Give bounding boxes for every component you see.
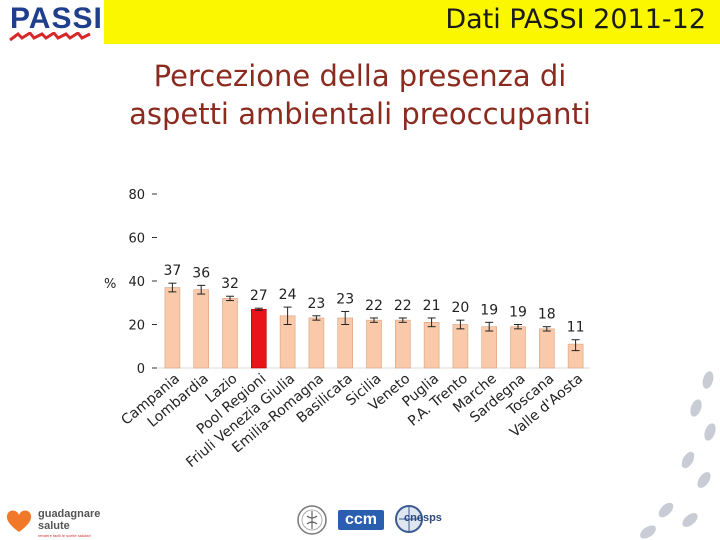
bar — [394, 319, 411, 369]
bar — [452, 324, 469, 369]
istituto-superiore-sanita-seal-icon — [297, 505, 327, 535]
data-label: 23 — [336, 291, 354, 307]
data-label: 19 — [509, 305, 527, 321]
y-tick-label: 40 — [128, 275, 145, 290]
passi-logo-footprints-icon — [9, 32, 91, 42]
data-label: 23 — [307, 296, 325, 312]
bar — [538, 328, 555, 369]
bar — [366, 319, 382, 369]
guadagnare-text: guadagnare — [38, 508, 101, 520]
slide-title-line-2: aspetti ambientali preoccupanti — [129, 97, 591, 131]
ccm-logo: ccm — [338, 510, 384, 530]
bar — [308, 317, 325, 369]
passi-logo-text: PASSI — [10, 2, 103, 35]
heart-icon — [6, 510, 32, 532]
y-tick-label: 20 — [128, 319, 145, 334]
data-label: 18 — [538, 307, 556, 323]
data-label: 19 — [480, 302, 498, 318]
data-label: 37 — [163, 263, 181, 279]
guadagnare-salute-logo: guadagnare salute rendere facili le scel… — [4, 500, 124, 540]
bar — [337, 317, 354, 369]
y-axis-label: % — [104, 277, 116, 292]
data-label: 36 — [192, 265, 210, 281]
bar — [481, 326, 498, 369]
header-title: Dati PASSI 2011-12 — [445, 4, 706, 35]
header-bar: Dati PASSI 2011-12 — [104, 0, 720, 44]
bar — [222, 298, 238, 369]
bar — [164, 287, 181, 369]
data-label: 27 — [250, 288, 268, 304]
guadagnare-tagline: rendere facili le scelte salutari — [38, 533, 91, 538]
data-label: 11 — [567, 320, 585, 336]
bar — [193, 289, 209, 369]
passi-logo: PASSI — [0, 0, 104, 44]
chart-bars — [164, 282, 584, 369]
slide-title-line-1: Percezione della presenza di — [153, 59, 567, 93]
cnesps-logo-text: cnesps — [404, 512, 442, 524]
data-label: 32 — [221, 276, 239, 292]
bar — [510, 326, 526, 369]
bar — [423, 322, 440, 369]
data-label: 24 — [279, 287, 297, 303]
ccm-logo-text: ccm — [344, 511, 378, 528]
data-label: 22 — [394, 298, 412, 314]
footprints-decoration-icon — [640, 371, 716, 539]
y-tick-label: 60 — [128, 232, 145, 247]
bar — [251, 308, 267, 369]
y-tick-label: 80 — [128, 188, 145, 203]
data-label: 21 — [423, 298, 441, 314]
cnesps-globe-icon — [395, 505, 423, 533]
salute-text: salute — [38, 520, 70, 532]
y-tick-label: 0 — [137, 362, 145, 377]
data-label: 22 — [365, 298, 383, 314]
data-label: 20 — [451, 300, 469, 316]
cnesps-logo: cnesps — [394, 504, 444, 534]
